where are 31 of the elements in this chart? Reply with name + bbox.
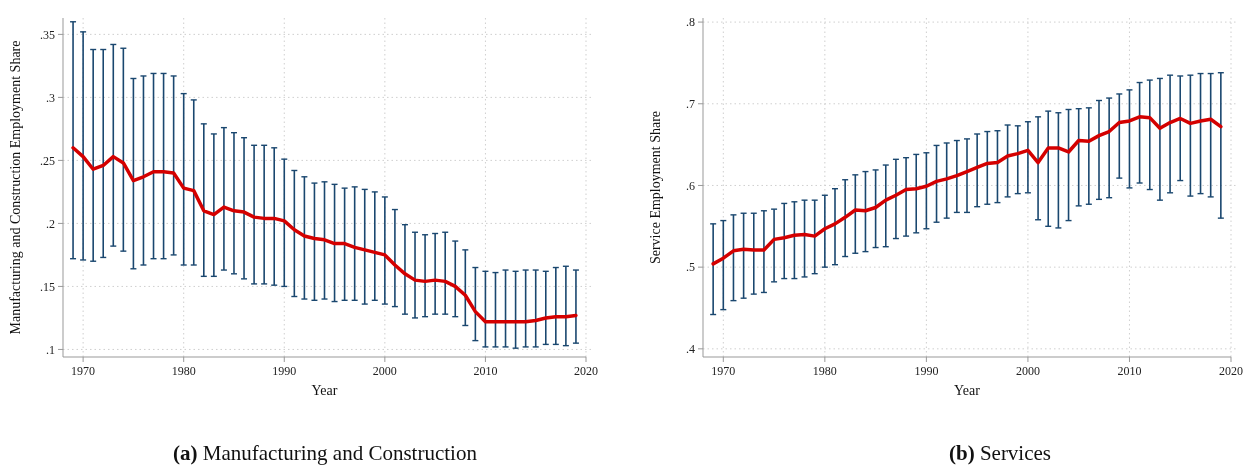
y-tick-label: .1 bbox=[46, 342, 55, 357]
y-tick-label: .6 bbox=[686, 178, 695, 193]
text: (a) Manufacturing and Construction bbox=[173, 441, 478, 465]
x-tick-label: 1970 bbox=[71, 364, 96, 378]
y-tick-label: .15 bbox=[40, 279, 55, 294]
x-tick-label: 2000 bbox=[372, 364, 397, 378]
y-tick-label: .7 bbox=[686, 96, 695, 111]
x-tick-label: 1990 bbox=[272, 364, 297, 378]
x-tick-label: 2020 bbox=[574, 364, 598, 378]
line-series bbox=[71, 146, 578, 324]
y-axis-title: Service Employment Share bbox=[648, 110, 663, 265]
x-tick-label: 2010 bbox=[1117, 364, 1142, 378]
line-series bbox=[711, 115, 1223, 266]
y-tick-label: .25 bbox=[40, 153, 55, 168]
x-tick-label: 1970 bbox=[711, 364, 736, 378]
x-tick-label: 1980 bbox=[171, 364, 196, 378]
y-axis-title: Manufacturing and Construction Employment Share bbox=[8, 40, 23, 335]
y-tick-label: .5 bbox=[686, 260, 695, 275]
x-tick-label: 2020 bbox=[1219, 364, 1243, 378]
x-tick-label: 1990 bbox=[914, 364, 939, 378]
x-axis-title: Year bbox=[311, 383, 338, 398]
x-tick-label: 1980 bbox=[812, 364, 837, 378]
y-tick-label: .4 bbox=[686, 342, 695, 357]
text: (b) Services bbox=[948, 441, 1052, 465]
x-axis-title: Year bbox=[954, 383, 981, 398]
y-tick-label: .2 bbox=[46, 216, 55, 231]
y-tick-label: .35 bbox=[40, 27, 55, 42]
x-tick-label: 2010 bbox=[473, 364, 498, 378]
y-tick-label: .3 bbox=[46, 90, 55, 105]
x-tick-label: 2000 bbox=[1015, 364, 1040, 378]
y-tick-label: .8 bbox=[686, 15, 695, 30]
